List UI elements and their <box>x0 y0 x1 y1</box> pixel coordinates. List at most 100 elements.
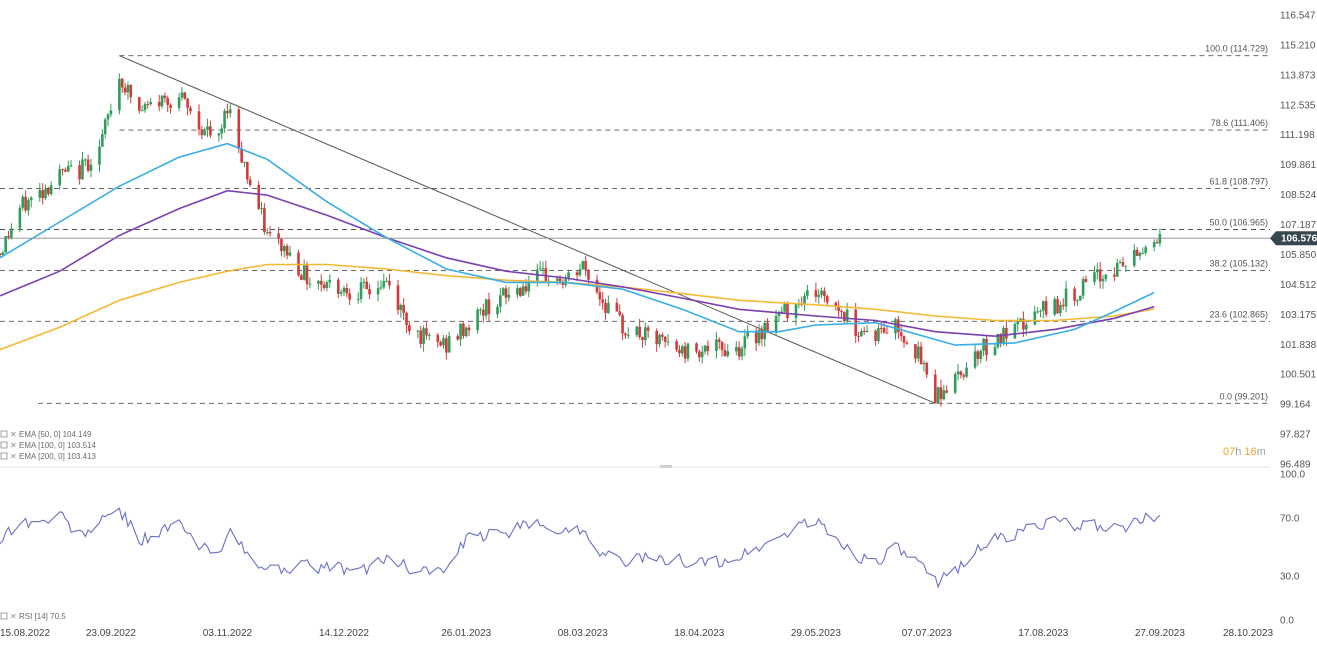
candle-body[interactable] <box>240 148 243 163</box>
candle-body[interactable] <box>445 338 448 353</box>
candle-body[interactable] <box>78 165 81 180</box>
candle-body[interactable] <box>442 338 445 346</box>
candle-body[interactable] <box>69 165 73 167</box>
candle-body[interactable] <box>894 319 897 334</box>
candle-body[interactable] <box>1093 272 1096 283</box>
candle-body[interactable] <box>146 104 150 106</box>
candle-body[interactable] <box>862 331 866 333</box>
candle-body[interactable] <box>49 185 53 194</box>
candle-body[interactable] <box>427 334 431 336</box>
candle-body[interactable] <box>118 78 121 111</box>
candle-body[interactable] <box>1113 274 1116 277</box>
candle-body[interactable] <box>47 188 50 194</box>
candle-body[interactable] <box>1022 318 1025 330</box>
candle-body[interactable] <box>388 280 391 286</box>
candle-body[interactable] <box>1158 233 1162 244</box>
candle-body[interactable] <box>902 336 906 343</box>
candle-body[interactable] <box>416 330 420 332</box>
candle-body[interactable] <box>1078 295 1082 301</box>
candle-body[interactable] <box>157 102 161 107</box>
candle-body[interactable] <box>220 128 224 134</box>
candle-body[interactable] <box>1132 249 1136 266</box>
candle-body[interactable] <box>644 327 647 341</box>
candle-body[interactable] <box>405 312 408 326</box>
price-axis[interactable]: 116.547 115.210 113.873 112.535 111.198 109.8… <box>1280 11 1317 471</box>
candle-body[interactable] <box>774 316 778 333</box>
candle-body[interactable] <box>106 114 110 120</box>
candle-body[interactable] <box>655 330 658 345</box>
candle-body[interactable] <box>140 110 144 112</box>
candle-body[interactable] <box>359 282 363 300</box>
candle-body[interactable] <box>300 275 303 280</box>
candle-body[interactable] <box>618 311 622 316</box>
candle-body[interactable] <box>89 164 93 171</box>
candle-body[interactable] <box>700 351 704 358</box>
candle-body[interactable] <box>845 309 849 322</box>
candle-body[interactable] <box>1039 310 1042 312</box>
candle-body[interactable] <box>834 302 838 306</box>
candle-body[interactable] <box>302 265 306 280</box>
candle-body[interactable] <box>180 92 184 98</box>
legend-item-ema-200[interactable]: ✕ EMA [200, 0] 103.413 <box>0 452 96 461</box>
candle-body[interactable] <box>177 97 181 108</box>
candle-body[interactable] <box>257 185 260 209</box>
candle-body[interactable] <box>103 119 107 135</box>
candle-body[interactable] <box>38 190 42 198</box>
candle-body[interactable] <box>61 169 64 171</box>
candle-body[interactable] <box>521 286 525 296</box>
legend-close-icon[interactable]: ✕ <box>10 430 17 439</box>
candle-body[interactable] <box>686 343 690 359</box>
candle-body[interactable] <box>123 87 127 93</box>
candle-body[interactable] <box>939 387 943 400</box>
candle-body[interactable] <box>481 309 485 316</box>
candle-body[interactable] <box>368 289 371 295</box>
candle-body[interactable] <box>922 362 926 365</box>
legend-settings-icon[interactable] <box>0 430 8 438</box>
candle-body[interactable] <box>999 334 1002 344</box>
candle-body[interactable] <box>615 302 619 312</box>
candle-body[interactable] <box>945 390 948 393</box>
candle-body[interactable] <box>646 327 650 331</box>
candle-body[interactable] <box>228 109 232 114</box>
candle-body[interactable] <box>555 278 559 281</box>
candle-body[interactable] <box>189 107 192 112</box>
candle-body[interactable] <box>905 342 909 345</box>
candle-body[interactable] <box>356 299 360 301</box>
candle-body[interactable] <box>760 329 764 340</box>
candle-body[interactable] <box>1104 274 1108 280</box>
candle-body[interactable] <box>217 133 221 136</box>
candle-body[interactable] <box>561 281 565 285</box>
candle-body[interactable] <box>83 159 87 161</box>
candle-body[interactable] <box>101 134 104 147</box>
candle-body[interactable] <box>985 338 988 355</box>
candle-body[interactable] <box>814 290 818 297</box>
candle-body[interactable] <box>604 302 607 314</box>
candle-body[interactable] <box>953 374 957 393</box>
candle-body[interactable] <box>936 387 940 404</box>
candle-body[interactable] <box>456 336 459 340</box>
candle-body[interactable] <box>126 84 130 93</box>
candle-body[interactable] <box>683 346 687 359</box>
candle-body[interactable] <box>567 272 570 279</box>
candle-body[interactable] <box>439 341 442 346</box>
candle-body[interactable] <box>1073 288 1076 301</box>
candle-body[interactable] <box>638 326 641 337</box>
candle-body[interactable] <box>459 323 462 340</box>
candle-body[interactable] <box>746 332 749 337</box>
candle-body[interactable] <box>933 374 937 404</box>
candle-body[interactable] <box>223 110 226 129</box>
candle-body[interactable] <box>874 330 877 341</box>
candle-body[interactable] <box>1081 279 1085 296</box>
candle-body[interactable] <box>1076 300 1079 302</box>
candle-body[interactable] <box>860 331 863 337</box>
candle-body[interactable] <box>885 332 889 334</box>
candle-body[interactable] <box>840 310 843 313</box>
candle-body[interactable] <box>462 323 465 336</box>
candle-body[interactable] <box>843 312 846 322</box>
candle-body[interactable] <box>209 126 212 136</box>
candle-body[interactable] <box>743 336 747 349</box>
candle-body[interactable] <box>58 169 61 186</box>
candle-body[interactable] <box>98 146 101 165</box>
candle-body[interactable] <box>18 207 22 229</box>
candle-body[interactable] <box>447 336 451 353</box>
